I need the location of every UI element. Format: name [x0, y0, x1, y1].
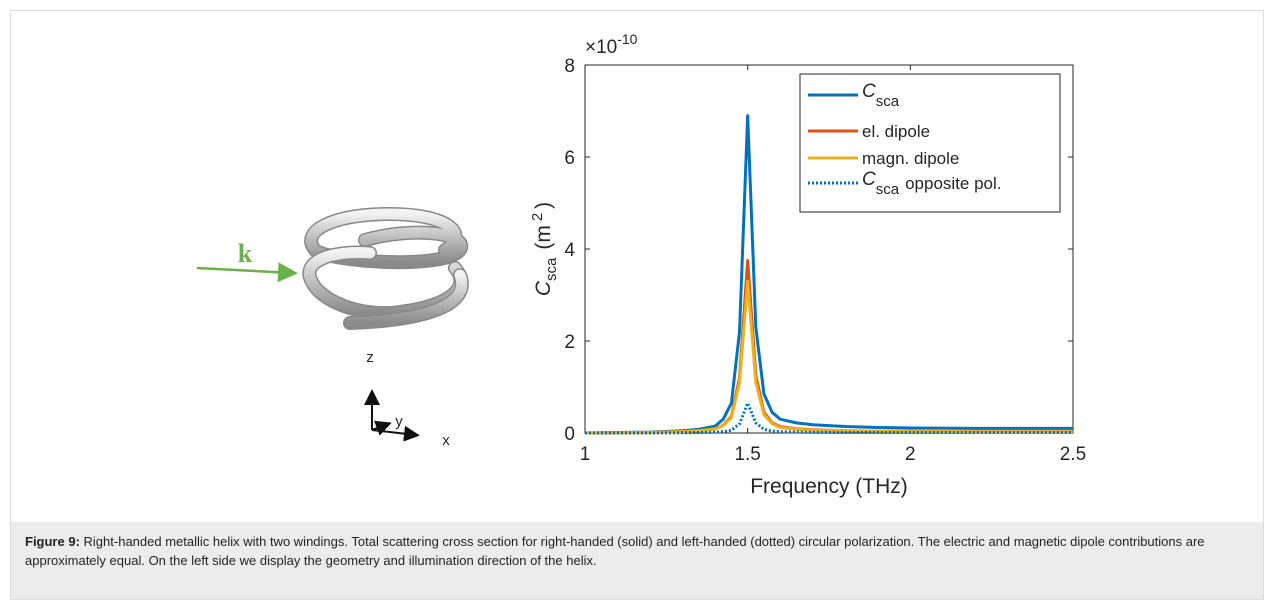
y-label-part: 2 — [529, 213, 546, 221]
k-label: k — [238, 239, 253, 268]
x-tick-label: 1 — [580, 444, 591, 465]
legend-entry: el. dipole — [862, 122, 930, 141]
legend-name: C — [862, 169, 876, 190]
x-tick-label: 2 — [905, 444, 916, 465]
legend-sub: sca — [876, 181, 900, 198]
y-axis-label: Csca (m 2) — [529, 202, 560, 296]
legend-entry: Csca — [862, 81, 900, 110]
series-line — [584, 279, 1073, 435]
figure-frame — [10, 10, 1264, 600]
legend-name: el. dipole — [862, 122, 930, 141]
axis-z: z — [366, 349, 374, 366]
legend-after: opposite pol. — [905, 174, 1001, 193]
caption-label: Figure 9: — [25, 534, 80, 549]
y-tick-label: 4 — [564, 240, 575, 261]
wave-arrow — [196, 262, 298, 283]
y-label-part: sca — [543, 257, 560, 281]
helix — [302, 206, 469, 330]
exponent-base: ×10 — [585, 37, 617, 58]
y-tick-label: 8 — [564, 56, 575, 77]
caption-text: Right-handed metallic helix with two win… — [25, 534, 1205, 568]
x-tick-label: 1.5 — [734, 444, 760, 465]
series-line — [584, 259, 1073, 435]
legend-entry: magn. dipole — [862, 149, 959, 168]
axis-y: y — [395, 413, 403, 430]
y-tick-label: 6 — [564, 148, 575, 169]
y-exponent: ×10-10 — [585, 31, 638, 58]
exponent-power: -10 — [617, 31, 637, 47]
caption: Figure 9: Right-handed metallic helix wi… — [11, 522, 1263, 599]
y-label-part: (m — [532, 225, 555, 250]
series-line — [585, 401, 1073, 435]
legend-name: magn. dipole — [862, 149, 959, 168]
axis-x: x — [442, 432, 450, 449]
legend-name: C — [862, 81, 876, 102]
y-label-part: C — [532, 280, 555, 296]
y-tick-label: 0 — [564, 424, 575, 445]
y-label-part: ) — [532, 202, 555, 209]
axes-triad — [364, 389, 420, 442]
figure: k z y x 1 1.5 2 2.5 0 2 4 6 8 Frequency (THz) Csca… — [196, 31, 1086, 498]
y-tick-label: 2 — [564, 332, 575, 353]
legend-sub: sca — [876, 93, 900, 110]
x-axis-label: Frequency (THz) — [750, 475, 908, 498]
legend-entry: Csca opposite pol. — [862, 169, 1001, 198]
x-tick-label: 2.5 — [1060, 444, 1086, 465]
legend-box — [799, 73, 1061, 213]
